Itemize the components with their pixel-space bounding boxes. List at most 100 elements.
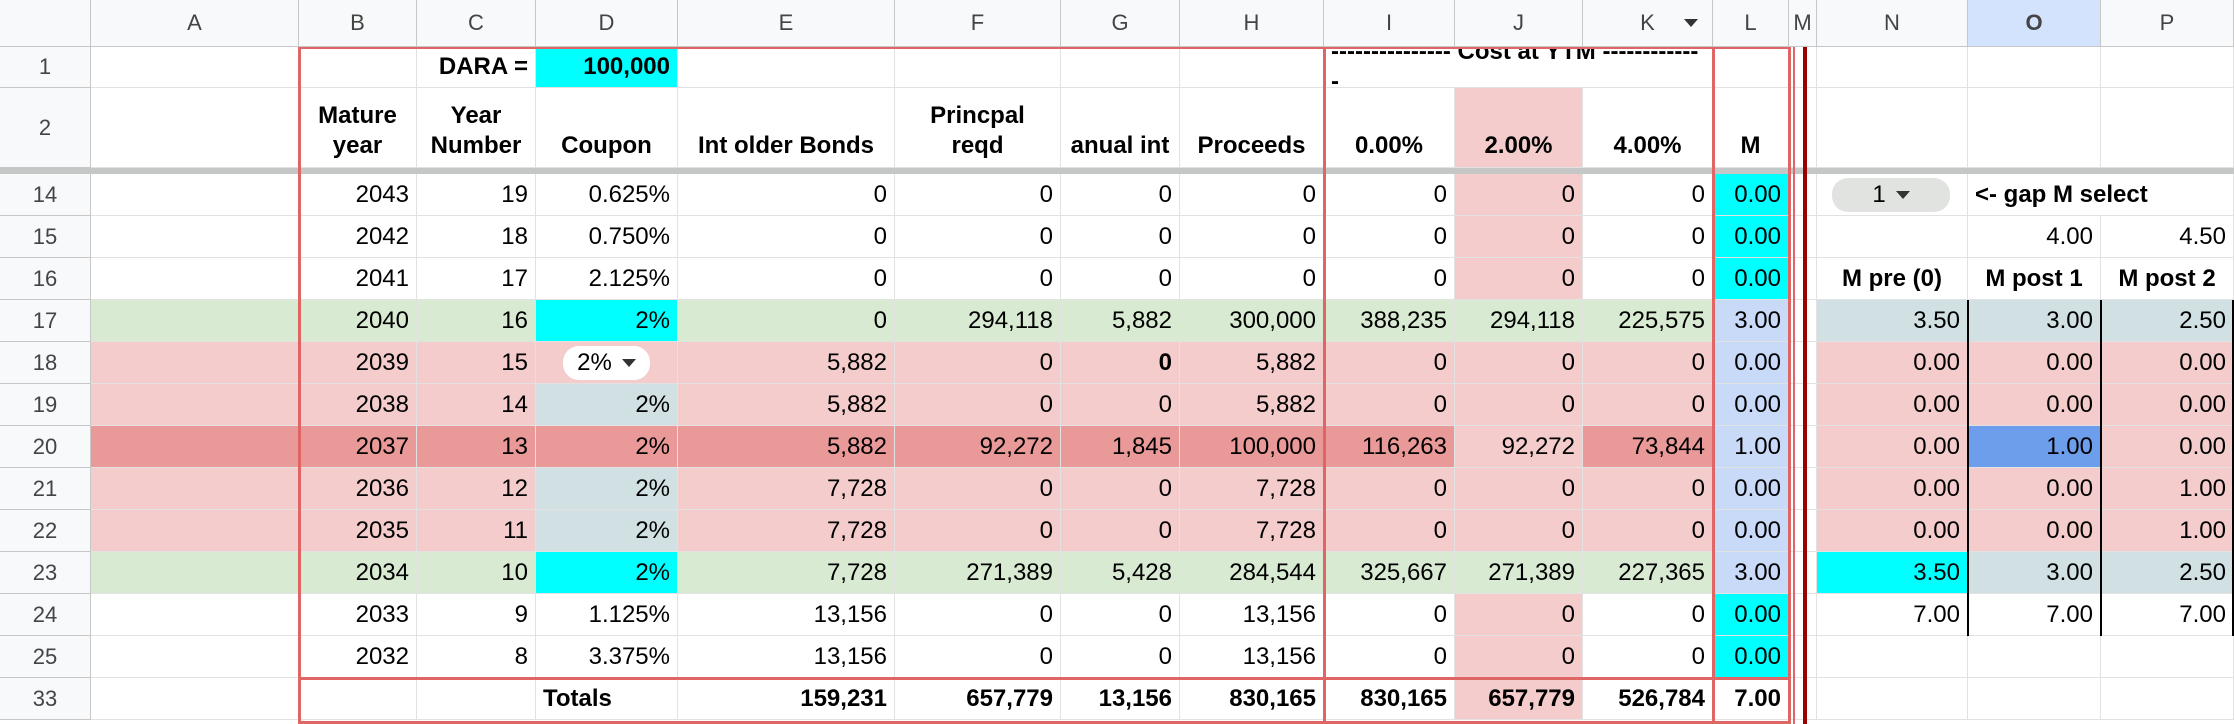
cell-text: 225,575 [1618, 306, 1705, 334]
cell-text: 4.00 [2046, 222, 2093, 250]
column-header[interactable]: B [299, 0, 417, 47]
cell: 0.00 [1713, 468, 1789, 510]
cell-text: 0.00 [2179, 348, 2226, 376]
cell-text: 2033 [355, 600, 409, 628]
column-header[interactable]: J [1455, 0, 1583, 47]
cell: 0 [1455, 216, 1583, 258]
column-header[interactable]: I [1324, 0, 1455, 47]
cell: 7.00 [1713, 678, 1789, 720]
column-header[interactable]: M [1789, 0, 1817, 47]
cell: 0 [895, 468, 1061, 510]
cell-text: 1.00 [2179, 516, 2226, 544]
cell-text: 13,156 [1242, 642, 1316, 670]
cell-text: 271,389 [966, 558, 1053, 586]
row-number: 2 [38, 114, 52, 140]
column-header[interactable]: N [1817, 0, 1968, 47]
column-header[interactable]: F [895, 0, 1061, 47]
cell: 0 [1583, 594, 1713, 636]
cell-text: 7,728 [826, 474, 887, 502]
column-header[interactable]: K [1583, 0, 1713, 47]
cell: 0 [1583, 342, 1713, 384]
cell-text: 0 [1158, 642, 1172, 670]
cell: DARA = [417, 47, 536, 88]
dropdown-chip[interactable]: 1 [1832, 177, 1950, 212]
cell: 1.00 [2101, 510, 2234, 552]
cell: 2% [536, 426, 678, 468]
cell: 0 [1061, 342, 1180, 384]
cell: 16 [417, 300, 536, 342]
column-header[interactable]: P [2101, 0, 2234, 47]
cell-text: 2% [635, 516, 670, 544]
column-header[interactable]: H [1180, 0, 1324, 47]
cell: 100,000 [536, 47, 678, 88]
column-header[interactable]: O [1968, 0, 2101, 47]
cell-text: 0 [1158, 222, 1172, 250]
column-header[interactable]: D [536, 0, 678, 47]
cell-text: 0 [1691, 642, 1705, 670]
cell-text: 0 [1039, 390, 1053, 418]
column-header[interactable]: C [417, 0, 536, 47]
cell: 2040 [299, 300, 417, 342]
cell: 0 [1455, 258, 1583, 300]
cell: 13,156 [1180, 594, 1324, 636]
cell [1180, 47, 1324, 88]
cell-text: 0 [1302, 222, 1316, 250]
cell: 2.50 [2101, 552, 2234, 594]
row-number: 23 [32, 559, 58, 585]
border-line [1323, 47, 1326, 724]
cell: 0.00 [1817, 468, 1968, 510]
cell-text: 8 [514, 642, 528, 670]
cell: 0.00 [1713, 174, 1789, 216]
cell-text: 325,667 [1360, 558, 1447, 586]
row-header: 33 [0, 678, 91, 720]
cell-text: 657,779 [966, 684, 1053, 712]
cell [91, 594, 299, 636]
cell: 13 [417, 426, 536, 468]
row-number: 17 [32, 307, 58, 333]
cell-text: 13,156 [813, 642, 887, 670]
cell: 0 [1583, 384, 1713, 426]
cell: 13,156 [1180, 636, 1324, 678]
cell-text: 0.00% [1354, 132, 1424, 159]
cell-text: 0 [1039, 222, 1053, 250]
cell: 13,156 [678, 594, 895, 636]
cell: 14 [417, 384, 536, 426]
cell: 0 [895, 384, 1061, 426]
cell: 657,779 [895, 678, 1061, 720]
cell-text: 0 [1561, 516, 1575, 544]
cell-text: 0 [1691, 222, 1705, 250]
column-header[interactable]: A [91, 0, 299, 47]
border-line [299, 677, 1789, 680]
dropdown-chip[interactable]: 2% [563, 345, 650, 380]
column-header[interactable]: E [678, 0, 895, 47]
cell: 2% [536, 300, 678, 342]
cell-text: Mature year [318, 102, 397, 159]
cell-text: 0.00 [1734, 264, 1781, 292]
cell-text: 0 [1158, 264, 1172, 292]
cell [1968, 47, 2101, 88]
cell-text: 16 [501, 306, 528, 334]
cell: 0 [1583, 468, 1713, 510]
cell-text: 227,365 [1618, 558, 1705, 586]
cell [2101, 88, 2234, 168]
cell: 2041 [299, 258, 417, 300]
cell-text: 2034 [355, 558, 409, 586]
column-header[interactable]: G [1061, 0, 1180, 47]
cell: M post 1 [1968, 258, 2101, 300]
cell: 0 [1455, 342, 1583, 384]
cell-text: 3.00 [2046, 306, 2093, 334]
cell: 0 [895, 594, 1061, 636]
cell: 0 [678, 216, 895, 258]
column-header[interactable]: L [1713, 0, 1789, 47]
cell: 0.00 [1713, 258, 1789, 300]
cell: 8 [417, 636, 536, 678]
cell: 657,779 [1455, 678, 1583, 720]
row-header: 1 [0, 47, 91, 88]
cell: 300,000 [1180, 300, 1324, 342]
cell: 1.125% [536, 594, 678, 636]
row-number: 22 [32, 517, 58, 543]
cell: 7,728 [678, 510, 895, 552]
cell-text: 0.00 [2046, 516, 2093, 544]
cell: 0 [1583, 258, 1713, 300]
cell-text: 2% [635, 558, 670, 586]
